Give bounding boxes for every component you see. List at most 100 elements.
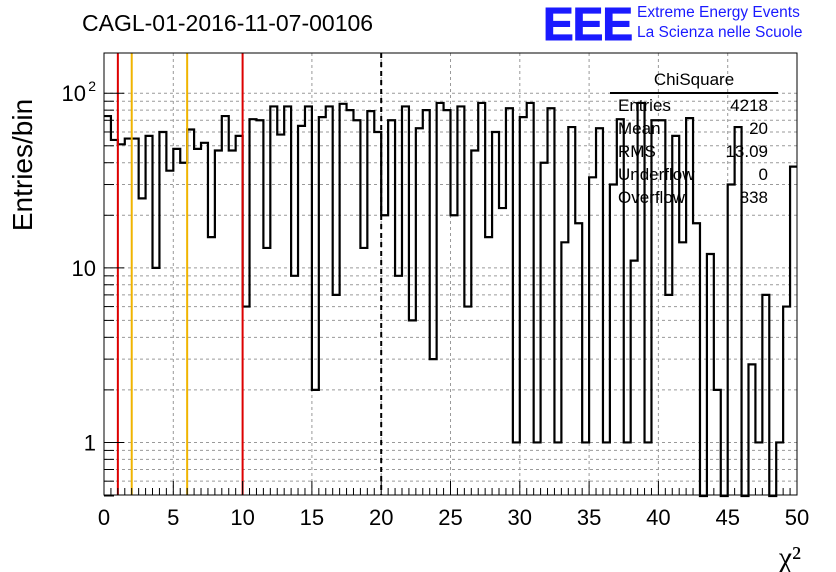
stats-box: ChiSquare Entries 4218 Mean 20 RMS 13.09…	[610, 70, 778, 209]
chart-title: CAGL-01-2016-11-07-00106	[82, 10, 374, 36]
stats-value: 0	[758, 165, 768, 184]
x-tick-label: 5	[167, 505, 179, 530]
stats-row-overflow: Overflow 838	[610, 186, 778, 209]
histogram-bin	[291, 276, 298, 495]
histogram-bin	[416, 128, 423, 495]
histogram-bin	[679, 242, 686, 495]
histogram-bin	[423, 110, 430, 495]
histogram-bin	[790, 167, 797, 495]
histogram-bin	[367, 111, 374, 495]
histogram-bin	[645, 442, 652, 495]
x-tick-label: 40	[646, 505, 670, 530]
histogram-bin	[236, 136, 243, 495]
histogram-bin	[575, 223, 582, 495]
histogram-bin	[582, 442, 589, 495]
histogram-bin	[139, 198, 146, 495]
histogram-bin	[194, 149, 201, 495]
stats-label: Underflow	[618, 165, 695, 184]
histogram-bin	[229, 150, 236, 495]
histogram-bin	[146, 136, 153, 495]
histogram-bin	[201, 143, 208, 495]
histogram-bin	[340, 104, 347, 495]
histogram-bin	[215, 150, 222, 495]
x-tick-label: 35	[577, 505, 601, 530]
histogram-bin	[437, 103, 444, 495]
x-axis-label: χ²	[778, 541, 801, 572]
histogram-bin	[485, 237, 492, 495]
histogram-bin	[395, 276, 402, 495]
histogram-bin	[776, 442, 783, 495]
histogram-bin	[187, 129, 194, 495]
histogram-bin	[748, 364, 755, 495]
histogram-bin	[388, 120, 395, 495]
histogram-bin	[707, 254, 714, 495]
y-axis-label: Entries/bin	[7, 99, 38, 231]
x-tick-label: 20	[369, 505, 393, 530]
y-tick-label: 1	[84, 430, 96, 455]
histogram-bin	[693, 223, 700, 495]
histogram-bin	[132, 139, 139, 495]
stats-value: 838	[739, 188, 768, 207]
histogram-bin	[180, 163, 187, 495]
stats-row-underflow: Underflow 0	[610, 163, 778, 186]
histogram-bin	[527, 103, 534, 495]
histogram-bin	[125, 139, 132, 495]
histogram-bin	[333, 295, 340, 495]
histogram-bin	[173, 149, 180, 495]
stats-value: 4218	[730, 96, 768, 115]
histogram-bin	[312, 390, 319, 495]
histogram-bin	[554, 442, 561, 495]
histogram-bin	[166, 171, 173, 495]
histogram-bin	[783, 307, 790, 495]
y-tick-label: 10	[72, 256, 96, 281]
histogram-bin	[444, 110, 451, 495]
histogram-bin	[624, 442, 631, 495]
histogram-bin	[243, 307, 250, 495]
histogram-bin	[353, 120, 360, 495]
reference-lines	[116, 53, 383, 495]
histogram-bin	[256, 120, 263, 495]
eee-logo-icon: EEE	[543, 2, 634, 46]
histogram-bin	[153, 268, 160, 495]
histogram-bin	[374, 132, 381, 495]
stats-label: Entries	[618, 96, 671, 115]
histogram-bin	[270, 106, 277, 495]
histogram-bin	[631, 261, 638, 495]
histogram-bin	[534, 442, 541, 495]
histogram-series	[104, 101, 797, 498]
histogram-bin	[381, 215, 388, 495]
x-tick-label: 0	[98, 505, 110, 530]
histogram-bin	[298, 126, 305, 495]
histogram-bin	[402, 106, 409, 495]
histogram-bin	[457, 106, 464, 495]
x-tick-label: 10	[230, 505, 254, 530]
histogram-bin	[159, 132, 166, 495]
histogram-bin	[506, 108, 513, 495]
histogram-bin	[360, 248, 367, 495]
histogram-bin	[610, 185, 617, 495]
stats-value: 13.09	[725, 142, 768, 161]
x-tick-label: 45	[715, 505, 739, 530]
stats-label: Overflow	[618, 188, 686, 207]
logo-line-1: Extreme Energy Events	[637, 4, 800, 21]
histogram-bin	[111, 140, 118, 495]
histogram-bin	[520, 117, 527, 495]
histogram-bin	[541, 163, 548, 495]
histogram-bin	[319, 117, 326, 495]
histogram-bin	[665, 295, 672, 495]
histogram-bin	[589, 177, 596, 495]
histogram-bin	[326, 106, 333, 495]
logo-line-2: La Scienza nelle Scuole	[637, 24, 803, 41]
stats-row-rms: RMS 13.09	[610, 140, 778, 163]
histogram-bin	[568, 127, 575, 495]
histogram-bin	[755, 442, 762, 495]
histogram-bin	[596, 128, 603, 495]
histogram-bin	[305, 106, 312, 495]
grid-lines	[104, 53, 797, 495]
histogram-bin	[561, 242, 568, 495]
stats-value: 20	[749, 119, 768, 138]
histogram-bin	[208, 237, 215, 495]
svg-text:EEE: EEE	[543, 2, 632, 46]
